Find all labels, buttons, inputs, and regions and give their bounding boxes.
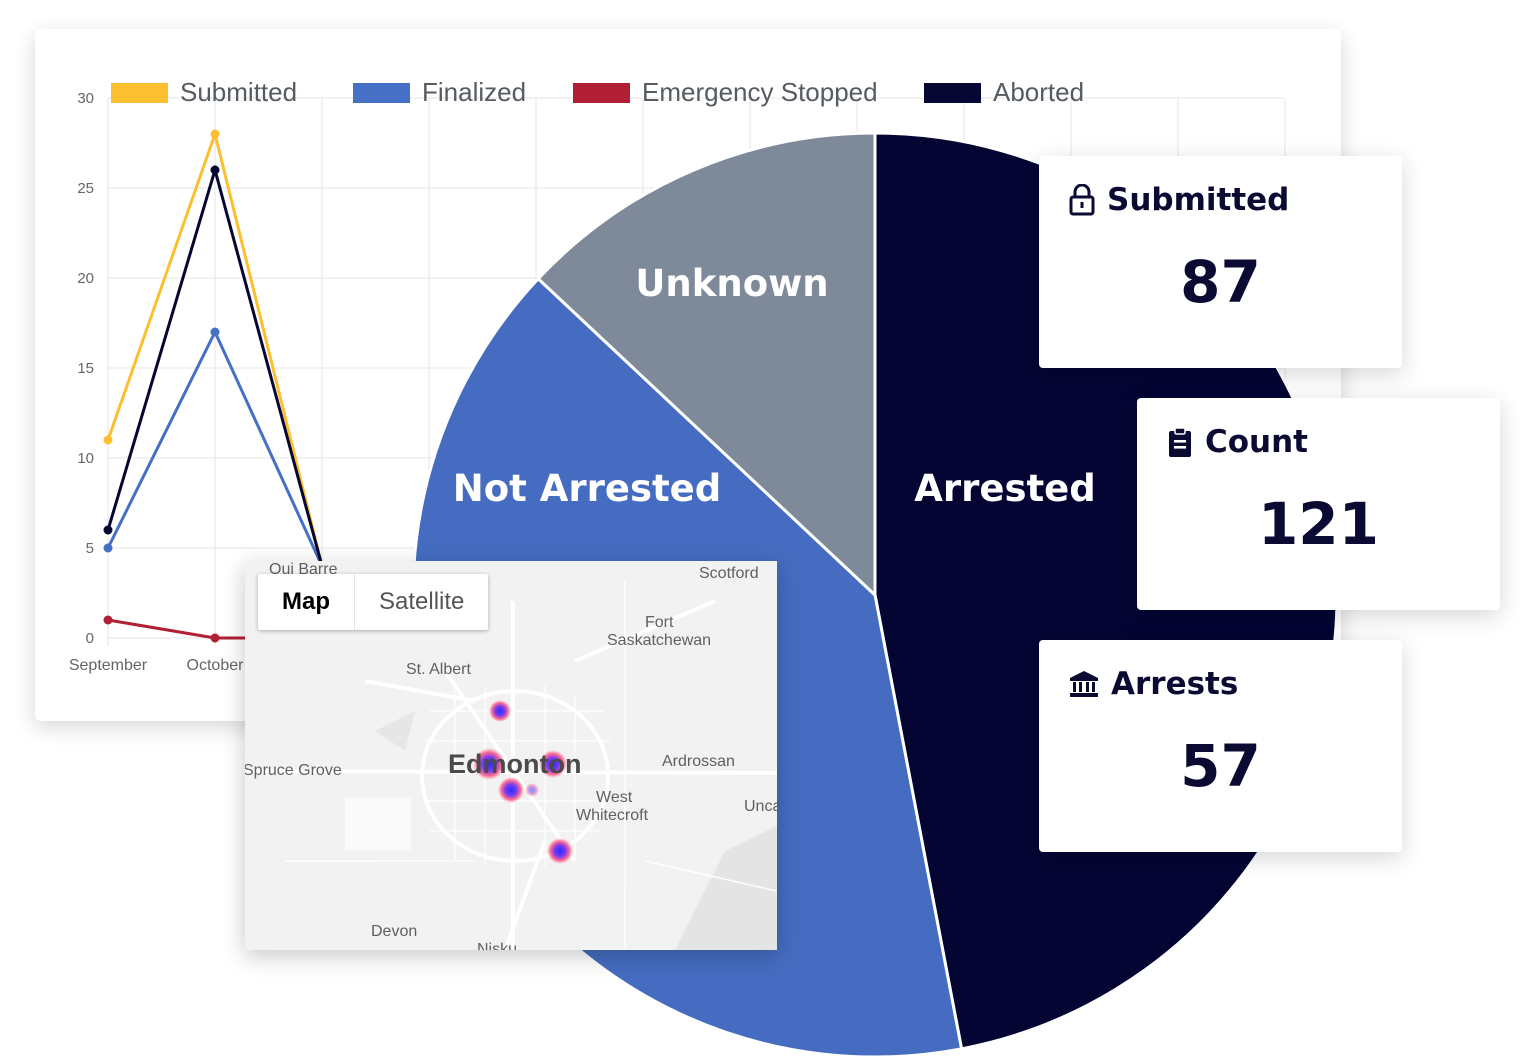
stat-title-count: Count (1167, 424, 1308, 460)
map-card[interactable]: Oui Barre Scotford Fort Saskatchewan St.… (245, 561, 777, 950)
heat-spot (547, 838, 573, 864)
data-point-submitted (210, 129, 220, 139)
map-label-nisku: Nisku (477, 941, 518, 950)
satellite-view-button[interactable]: Satellite (354, 574, 488, 630)
legend-swatch-aborted (924, 82, 981, 103)
map-label-whitecroft: Whitecroft (576, 807, 649, 824)
heat-spot (498, 777, 524, 803)
legend-label-emergency-stopped: Emergency Stopped (642, 77, 878, 107)
stat-title-submitted: Submitted (1069, 182, 1289, 218)
legend-swatch-finalized (353, 82, 410, 103)
heat-spot (489, 700, 511, 722)
map-type-toggle: Map Satellite (258, 574, 489, 630)
map-label-west: West (596, 789, 633, 806)
map-city-label: Edmonton (448, 749, 582, 779)
y-tick-label: 25 (77, 180, 94, 197)
stat-value-count: 121 (1257, 490, 1380, 558)
map-label-spruce-grove: Spruce Grove (245, 762, 342, 779)
bank-icon (1070, 671, 1098, 697)
heat-spot (539, 750, 567, 778)
stat-label-count: Count (1205, 424, 1309, 460)
map-view-button[interactable]: Map (282, 588, 330, 615)
legend-label-submitted: Submitted (180, 77, 298, 107)
data-point-emergency-stopped (103, 615, 113, 625)
data-point-finalized (103, 543, 113, 553)
stat-card-count: Count 121 (1137, 398, 1500, 610)
data-point-submitted (103, 435, 113, 445)
stat-label-submitted: Submitted (1107, 182, 1290, 218)
data-point-finalized (210, 327, 220, 337)
map-label-oui-barre: Oui Barre (269, 561, 338, 578)
pie-label-not-arrested: Not Arrested (453, 467, 721, 510)
x-tick-label: September (69, 657, 148, 674)
stat-value-submitted: 87 (1180, 248, 1261, 316)
map-label-devon: Devon (371, 923, 418, 940)
y-tick-label: 30 (77, 90, 94, 107)
legend-label-aborted: Aborted (993, 77, 1085, 107)
data-point-aborted (103, 525, 113, 535)
pie-label-unknown: Unknown (635, 262, 828, 305)
y-tick-label: 5 (86, 540, 94, 557)
y-tick-label: 20 (77, 270, 94, 287)
stat-value-arrests: 57 (1180, 732, 1261, 800)
pie-label-arrested: Arrested (914, 467, 1096, 510)
legend-item-emergency-stopped[interactable]: Emergency Stopped (573, 77, 878, 108)
y-tick-label: 15 (77, 360, 94, 377)
chart-legend: Submitted Finalized Emergency Stopped Ab… (35, 77, 1341, 109)
pie-slice-unknown (536, 131, 877, 599)
lock-icon (1069, 184, 1095, 216)
stat-label-arrests: Arrests (1111, 666, 1239, 702)
legend-item-finalized[interactable]: Finalized (353, 77, 526, 108)
stat-title-arrests: Arrests (1069, 666, 1238, 702)
clipboard-icon (1169, 427, 1191, 457)
map-label-scotford: Scotford (699, 565, 759, 582)
legend-label-finalized: Finalized (422, 77, 527, 107)
y-tick-label: 0 (86, 630, 94, 647)
y-tick-label: 10 (77, 450, 94, 467)
data-point-emergency-stopped (210, 633, 220, 643)
legend-swatch-emergency-stopped (573, 82, 630, 103)
map-label-unca: Unca (744, 798, 777, 815)
legend-item-submitted[interactable]: Submitted (111, 77, 297, 108)
map-label-fort: Fort (645, 614, 674, 631)
heat-spot (473, 748, 505, 780)
stat-card-arrests: Arrests 57 (1039, 640, 1402, 852)
x-tick-label: October (187, 657, 245, 674)
map-label-saskatchewan: Saskatchewan (607, 632, 712, 649)
data-point-aborted (210, 165, 220, 175)
legend-swatch-submitted (111, 82, 168, 103)
stat-card-submitted: Submitted 87 (1039, 156, 1402, 368)
legend-item-aborted[interactable]: Aborted (924, 77, 1084, 108)
map-label-st-albert: St. Albert (406, 661, 471, 678)
map-label-ardrossan: Ardrossan (662, 753, 735, 770)
heat-spot (525, 783, 539, 797)
